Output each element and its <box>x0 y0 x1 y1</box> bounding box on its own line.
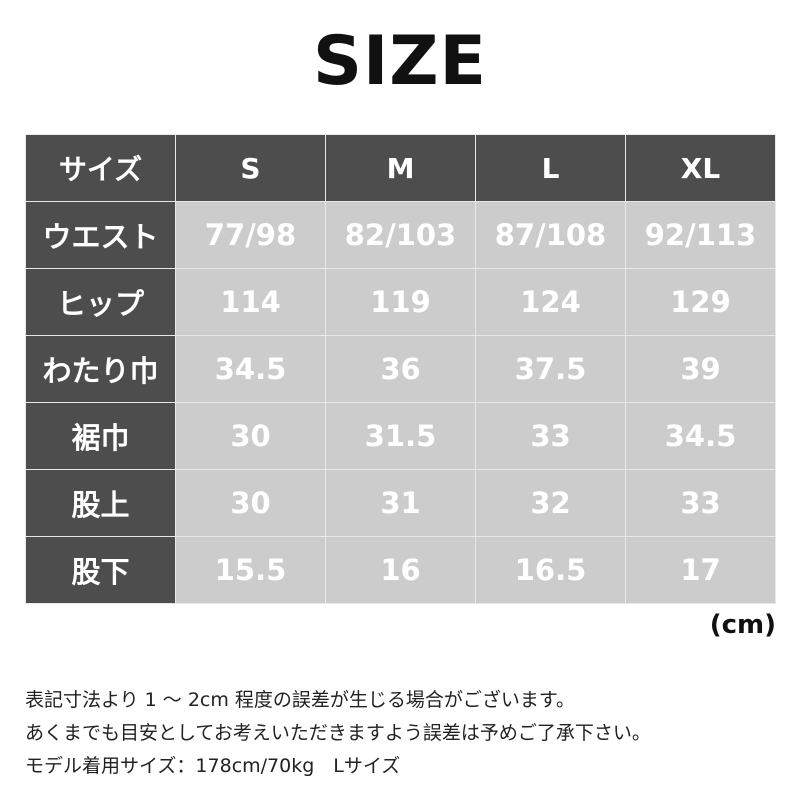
measurement-cell: 39 <box>625 335 776 403</box>
measurement-cell: 124 <box>475 268 626 336</box>
measurement-cell: 34.5 <box>625 402 776 470</box>
header-row: サイズ S M L XL <box>25 134 776 202</box>
table-row: わたり巾 34.5 36 37.5 39 <box>25 335 776 403</box>
measurement-cell: 87/108 <box>475 201 626 269</box>
row-label: 股下 <box>25 536 176 604</box>
measurement-cell: 31 <box>325 469 476 537</box>
size-table: サイズ S M L XL ウエスト 77/98 82/103 87/108 92/113 ヒップ 11… <box>25 134 776 604</box>
measurement-cell: 119 <box>325 268 476 336</box>
row-label: 裾巾 <box>25 402 176 470</box>
note-line: 表記寸法より 1 〜 2cm 程度の誤差が生じる場合がございます。 <box>25 689 576 711</box>
table-row: 股上 30 31 32 33 <box>25 469 776 537</box>
table-row: 裾巾 30 31.5 33 34.5 <box>25 402 776 470</box>
measurement-cell: 34.5 <box>175 335 326 403</box>
row-label: 股上 <box>25 469 176 537</box>
measurement-cell: 77/98 <box>175 201 326 269</box>
size-header: XL <box>625 134 776 202</box>
note-line: モデル着用サイズ：178cm/70kg Lサイズ <box>25 755 401 777</box>
measurement-cell: 33 <box>475 402 626 470</box>
size-header: S <box>175 134 326 202</box>
measurement-cell: 30 <box>175 469 326 537</box>
measurement-cell: 16.5 <box>475 536 626 604</box>
measurement-cell: 32 <box>475 469 626 537</box>
measurement-cell: 17 <box>625 536 776 604</box>
measurement-cell: 36 <box>325 335 476 403</box>
measurement-cell: 15.5 <box>175 536 326 604</box>
measurement-cell: 114 <box>175 268 326 336</box>
table-row: ヒップ 114 119 124 129 <box>25 268 776 336</box>
row-label: わたり巾 <box>25 335 176 403</box>
size-header: L <box>475 134 626 202</box>
measurement-cell: 129 <box>625 268 776 336</box>
note-line: あくまでも目安としてお考えいただきますよう誤差は予めご了承下さい。 <box>25 722 651 744</box>
table-row: 股下 15.5 16 16.5 17 <box>25 536 776 604</box>
measurement-cell: 92/113 <box>625 201 776 269</box>
measurement-cell: 33 <box>625 469 776 537</box>
size-label-header: サイズ <box>25 134 176 202</box>
size-header: M <box>325 134 476 202</box>
measurement-cell: 31.5 <box>325 402 476 470</box>
measurement-cell: 16 <box>325 536 476 604</box>
measurement-cell: 82/103 <box>325 201 476 269</box>
unit-label: (cm) <box>709 610 776 640</box>
measurement-cell: 30 <box>175 402 326 470</box>
row-label: ウエスト <box>25 201 176 269</box>
table-row: ウエスト 77/98 82/103 87/108 92/113 <box>25 201 776 269</box>
measurement-cell: 37.5 <box>475 335 626 403</box>
row-label: ヒップ <box>25 268 176 336</box>
notes: 表記寸法より 1 〜 2cm 程度の誤差が生じる場合がございます。 あくまでも目… <box>25 684 651 783</box>
page-title: SIZE <box>312 22 488 101</box>
